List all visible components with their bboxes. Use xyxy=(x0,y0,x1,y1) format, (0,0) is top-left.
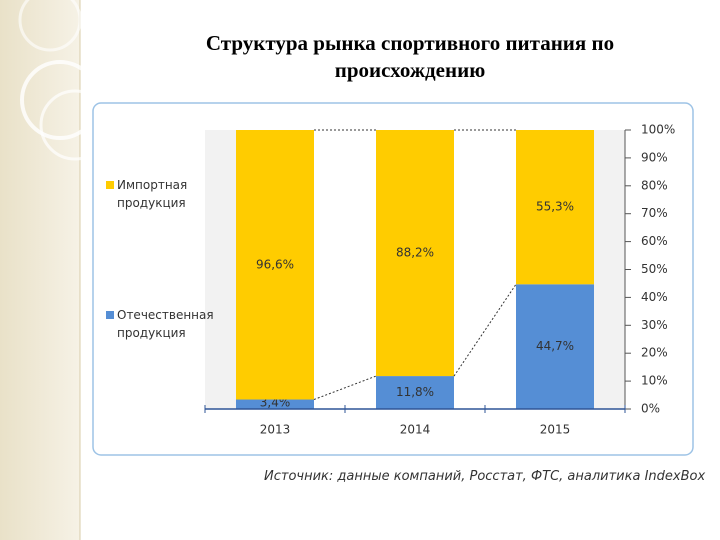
legend-label: Импортная продукция xyxy=(117,178,188,210)
source-note: Источник: данные компаний, Росстат, ФТС,… xyxy=(264,469,706,484)
connector xyxy=(313,375,377,400)
y-tick-label: 70% xyxy=(641,206,668,220)
x-tick-label: 2013 xyxy=(260,423,291,437)
chart-title: Структура рынка спортивного питания по п… xyxy=(205,31,615,82)
y-tick-label: 80% xyxy=(641,178,668,192)
y-tick-label: 50% xyxy=(641,262,668,276)
data-label: 55,3% xyxy=(536,200,574,214)
plot-gap xyxy=(454,130,516,409)
y-tick-label: 90% xyxy=(641,150,668,164)
y-tick-label: 40% xyxy=(641,290,668,304)
bar-segment xyxy=(516,284,594,409)
data-label: 44,7% xyxy=(536,339,574,353)
data-label: 11,8% xyxy=(396,385,434,399)
y-tick-label: 0% xyxy=(641,402,660,416)
decor-strip xyxy=(0,0,80,540)
data-label: 96,6% xyxy=(256,257,294,271)
legend-swatch xyxy=(106,181,114,189)
bar-segment xyxy=(236,399,314,409)
legend-swatch xyxy=(106,311,114,319)
bar-segment xyxy=(376,130,454,377)
bar-segment xyxy=(516,130,594,285)
bar-segment xyxy=(236,130,314,400)
y-tick-label: 10% xyxy=(641,374,668,388)
legend-label: Отечественная продукция xyxy=(117,308,214,340)
connector xyxy=(453,284,517,377)
y-tick-label: 30% xyxy=(641,318,668,332)
y-tick-label: 60% xyxy=(641,234,668,248)
data-label: 88,2% xyxy=(396,246,434,260)
bar-segment xyxy=(376,376,454,409)
y-tick-label: 20% xyxy=(641,346,668,360)
plot-gap xyxy=(314,130,376,409)
decor-circle xyxy=(18,0,82,52)
y-tick-label: 100% xyxy=(641,123,675,137)
x-tick-label: 2014 xyxy=(400,423,431,437)
x-tick-label: 2015 xyxy=(540,423,571,437)
